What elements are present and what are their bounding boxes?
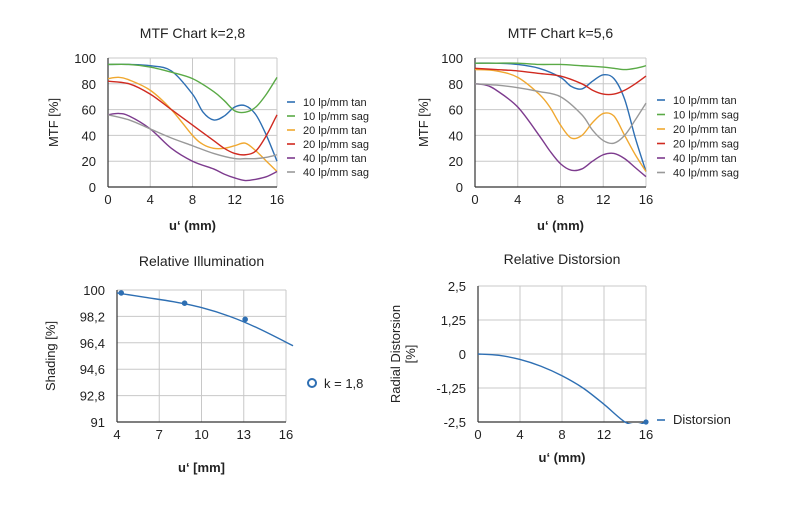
y-tick-label: 2,5 (448, 279, 466, 294)
x-tick-label: 16 (270, 192, 284, 207)
data-point (643, 419, 649, 425)
series-line (475, 62, 647, 172)
legend-label: 40 lp/mm sag (673, 168, 739, 180)
series-line (108, 80, 278, 156)
y-tick-label: 100 (441, 51, 463, 66)
relative-distorsion-chart: Relative Distorsion 0 4 8 12 16 -2,5 -1,25 0 1,25… (388, 251, 731, 465)
x-axis-label: u‘ [mm] (178, 460, 225, 475)
legend-label: 40 lp/mm sag (303, 167, 369, 179)
x-tick-label: 12 (597, 427, 611, 442)
series-line (478, 353, 647, 424)
y-tick-label: 91 (91, 415, 105, 430)
legend-label: 40 lp/mm tan (303, 153, 367, 165)
x-tick-label: 4 (113, 427, 120, 442)
y-tick-label: 92,8 (80, 389, 105, 404)
x-tick-label: 0 (471, 192, 478, 207)
x-tick-label: 12 (596, 192, 610, 207)
x-tick-label: 8 (558, 427, 565, 442)
y-tick-label: 1,25 (441, 313, 466, 328)
y-tick-label: 80 (82, 77, 96, 92)
legend-label: 40 lp/mm tan (673, 153, 737, 165)
x-tick-label: 10 (194, 427, 208, 442)
x-tick-label: 4 (514, 192, 521, 207)
y-tick-label: 0 (456, 180, 463, 195)
legend-label: 20 lp/mm tan (673, 124, 737, 136)
y-tick-label: 60 (82, 103, 96, 118)
x-tick-label: 4 (516, 427, 523, 442)
series-line (475, 67, 647, 96)
x-axis-label: u‘ (mm) (537, 218, 584, 233)
legend: 10 lp/mm tan 10 lp/mm sag 20 lp/mm tan 20 l… (287, 97, 369, 179)
x-tick-label: 0 (474, 427, 481, 442)
legend: k = 1,8 (307, 376, 363, 391)
x-tick-label: 13 (237, 427, 251, 442)
y-tick-label: 20 (82, 154, 96, 169)
series-line (108, 63, 278, 162)
x-tick-label: 7 (156, 427, 163, 442)
y-tick-label: 60 (449, 103, 463, 118)
x-tick-label: 12 (228, 192, 242, 207)
y-axis-label-line: [%] (403, 345, 418, 364)
y-tick-label: 40 (82, 128, 96, 143)
x-tick-label: 16 (279, 427, 293, 442)
y-axis-label: Shading [%] (43, 321, 58, 391)
mtf-chart-k56: MTF Chart k=5,6 0 4 8 12 16 0 20 40 60 80 100 u‘ (mm… (416, 25, 739, 233)
series-line (108, 112, 278, 182)
legend-label: 20 lp/mm sag (303, 139, 369, 151)
legend-marker (307, 378, 317, 388)
y-tick-label: 0 (459, 347, 466, 362)
chart-title: MTF Chart k=5,6 (508, 25, 614, 41)
y-axis-label: Radial Distorsion[%] (388, 305, 418, 403)
y-tick-label: 0 (89, 180, 96, 195)
legend: Distorsion (657, 412, 731, 427)
y-tick-label: 98,2 (80, 309, 105, 324)
chart-title: MTF Chart k=2,8 (140, 25, 246, 41)
legend-label: 20 lp/mm sag (673, 139, 739, 151)
y-tick-label: -2,5 (444, 415, 466, 430)
legend-label: 20 lp/mm tan (303, 125, 367, 137)
series-line (475, 68, 647, 172)
y-tick-label: 20 (449, 154, 463, 169)
x-tick-label: 0 (104, 192, 111, 207)
x-axis-label: u‘ (mm) (169, 218, 216, 233)
series-line (475, 83, 647, 178)
legend-label: 10 lp/mm sag (673, 110, 739, 122)
series-line (108, 76, 278, 173)
chart-title: Relative Distorsion (504, 251, 621, 267)
x-tick-label: 16 (639, 427, 653, 442)
y-tick-label: 80 (449, 77, 463, 92)
x-tick-label: 8 (557, 192, 564, 207)
series-line (475, 83, 647, 145)
x-tick-label: 16 (639, 192, 653, 207)
series-line (475, 62, 647, 71)
y-tick-label: 96,4 (80, 336, 105, 351)
legend-label: Distorsion (673, 412, 731, 427)
y-tick-label: -1,25 (436, 381, 466, 396)
mtf-chart-k28: MTF Chart k=2,8 0 4 8 12 16 0 20 40 60 80 100 u‘ (mm… (46, 25, 369, 233)
x-tick-label: 8 (189, 192, 196, 207)
chart-title: Relative Illumination (139, 253, 264, 269)
y-tick-label: 40 (449, 128, 463, 143)
y-axis-label-line: Radial Distorsion (388, 305, 403, 403)
series-line (117, 292, 294, 347)
legend-label: 10 lp/mm tan (673, 95, 737, 107)
legend-label: k = 1,8 (324, 376, 363, 391)
legend-label: 10 lp/mm tan (303, 97, 367, 109)
legend-label: 10 lp/mm sag (303, 111, 369, 123)
y-tick-label: 100 (83, 283, 105, 298)
y-tick-label: 94,6 (80, 362, 105, 377)
legend: 10 lp/mm tan 10 lp/mm sag 20 lp/mm tan 20 l… (657, 95, 739, 180)
x-tick-label: 4 (147, 192, 154, 207)
relative-illumination-chart: Relative Illumination 4 7 10 13 16 91 92,8 94,6 9… (43, 253, 363, 475)
x-axis-label: u‘ (mm) (539, 450, 586, 465)
y-axis-label: MTF [%] (46, 98, 61, 147)
series-line (108, 63, 278, 114)
data-point (242, 316, 248, 323)
y-tick-label: 100 (74, 51, 96, 66)
y-axis-label: MTF [%] (416, 98, 431, 147)
series-line (108, 114, 278, 160)
